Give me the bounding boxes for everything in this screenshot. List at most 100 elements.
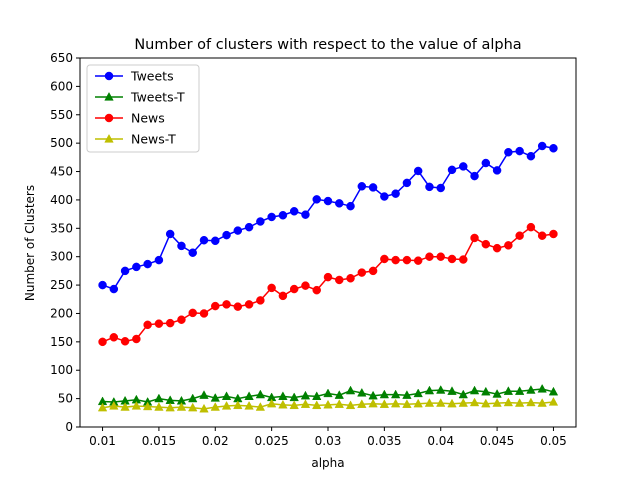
data-point-news-t	[109, 400, 119, 410]
legend-item-news: News	[95, 111, 165, 126]
data-point-tweets-t	[548, 386, 559, 396]
data-point-news-t	[199, 403, 209, 413]
data-point-news	[143, 320, 152, 330]
data-point-news	[132, 334, 141, 344]
data-point-news-t	[413, 398, 423, 408]
data-point-news-t	[548, 396, 559, 406]
legend-label: News	[131, 111, 165, 126]
data-point-tweets-t	[481, 386, 491, 396]
data-point-news	[470, 233, 479, 243]
data-point-news	[391, 255, 400, 265]
data-point-news	[165, 318, 175, 328]
x-tick-label: 0.01	[89, 434, 116, 448]
data-point-news	[504, 241, 513, 250]
data-point-news	[549, 229, 558, 239]
data-point-news-t	[537, 398, 547, 407]
legend-box	[86, 64, 200, 153]
y-tick-label: 0	[65, 420, 73, 434]
data-point-tweets	[323, 196, 333, 206]
data-point-news-t	[97, 402, 108, 412]
data-point-news-t	[334, 399, 344, 408]
data-point-tweets-t	[255, 389, 266, 399]
data-point-tweets-t	[413, 388, 423, 398]
legend-label: Tweets-T	[130, 90, 185, 105]
data-point-tweets-t	[402, 390, 412, 399]
data-point-news	[289, 284, 299, 294]
data-point-tweets-t	[447, 386, 457, 395]
data-point-news-t	[255, 402, 266, 411]
data-point-tweets	[413, 166, 423, 176]
data-point-tweets	[143, 259, 152, 269]
data-point-tweets-t	[199, 390, 209, 399]
data-point-tweets	[504, 147, 513, 157]
data-point-tweets-t	[154, 393, 164, 403]
legend-marker	[104, 133, 114, 143]
data-point-news	[312, 285, 321, 295]
data-point-tweets	[537, 141, 547, 151]
data-point-news-t	[481, 398, 491, 408]
data-point-tweets-t	[323, 388, 333, 398]
data-point-tweets-t	[357, 387, 367, 397]
data-point-news-t	[188, 402, 198, 412]
data-point-tweets-t	[492, 389, 502, 398]
data-point-news	[98, 337, 107, 347]
data-point-news	[244, 300, 254, 309]
x-tick-label: 0.03	[315, 434, 342, 448]
data-point-news-t	[154, 402, 164, 411]
data-point-tweets	[233, 226, 243, 235]
data-point-news-t	[390, 398, 401, 408]
data-point-tweets	[301, 210, 310, 219]
legend: Tweets Tweets-T News News-T	[86, 64, 200, 153]
data-point-tweets-t	[390, 389, 401, 399]
data-point-tweets	[526, 151, 536, 161]
y-axis-label: Number of Clusters	[23, 185, 37, 301]
data-point-news	[256, 296, 265, 305]
data-point-news	[413, 256, 423, 265]
data-point-news-t	[312, 400, 322, 410]
data-point-news	[526, 222, 536, 232]
data-point-tweets	[109, 284, 119, 294]
data-point-news	[515, 231, 524, 240]
data-point-tweets	[459, 162, 468, 171]
legend-item-news-t: News-T	[95, 132, 176, 147]
data-point-news-t	[221, 400, 232, 410]
data-point-tweets	[154, 255, 164, 265]
data-point-tweets-t	[312, 391, 322, 400]
legend-item-tweets-t: Tweets-T	[95, 90, 185, 105]
series-tweets	[98, 141, 558, 294]
y-tick-label: 500	[50, 136, 73, 150]
data-point-news-t	[514, 398, 525, 407]
series-layer	[97, 141, 559, 413]
chart-title: Number of clusters with respect to the v…	[134, 37, 521, 53]
data-point-news-t	[142, 401, 153, 411]
data-point-news-t	[323, 399, 333, 409]
data-point-tweets	[357, 182, 367, 191]
x-tick-label: 0.035	[367, 434, 401, 448]
data-point-tweets-t	[379, 389, 390, 399]
y-tick-label: 650	[50, 51, 73, 65]
x-axis: 0.01 0.015 0.02 0.025 0.03 0.035 0.04 0.045 0.05	[89, 427, 567, 448]
data-point-news-t	[424, 398, 435, 407]
data-point-news	[492, 243, 502, 253]
y-tick-label: 100	[50, 363, 73, 377]
data-point-tweets	[470, 171, 479, 181]
data-point-news	[425, 252, 434, 261]
data-point-tweets-t	[221, 391, 232, 400]
data-point-tweets-t	[514, 386, 525, 395]
x-axis-label: alpha	[311, 456, 344, 470]
data-point-news	[109, 333, 119, 342]
data-point-news-t	[176, 402, 187, 411]
data-point-news-t	[210, 402, 220, 411]
data-point-news	[154, 319, 164, 328]
data-point-tweets-t	[188, 393, 198, 403]
y-tick-label: 150	[50, 335, 73, 349]
data-point-tweets-t	[526, 385, 536, 394]
data-point-news-t	[357, 399, 367, 408]
data-point-news-t	[244, 400, 254, 410]
data-point-news	[346, 274, 355, 283]
data-point-news	[447, 254, 457, 264]
data-point-tweets	[425, 182, 434, 192]
data-point-news	[301, 281, 310, 290]
data-point-news	[120, 337, 130, 346]
data-point-news-t	[266, 398, 277, 408]
